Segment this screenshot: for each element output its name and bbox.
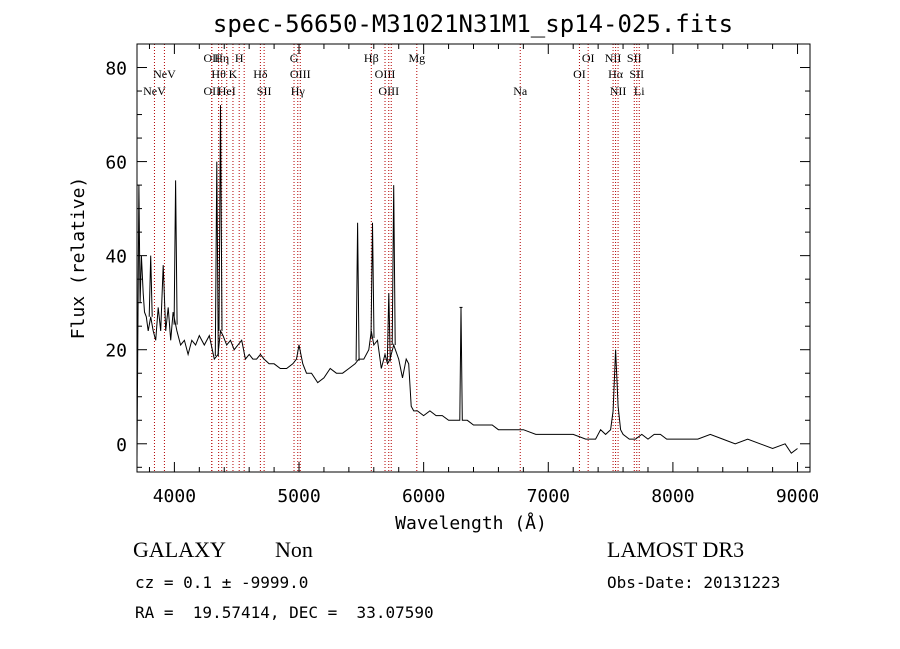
emission-spike-0 (148, 255, 153, 317)
x-tick-label-7000: 7000 (527, 486, 570, 507)
line-label-24: Hα (608, 67, 624, 81)
emission-spike-1 (173, 180, 178, 325)
spectrum-series (136, 105, 798, 458)
line-label-27: SII (629, 67, 644, 81)
object-class: GALAXY (133, 537, 226, 562)
observation-date: Obs-Date: 20131223 (607, 573, 781, 592)
line-label-19: Mg (408, 51, 425, 65)
line-label-14: OIII (290, 67, 311, 81)
line-label-21: OI (573, 67, 586, 81)
x-tick-label-4000: 4000 (153, 486, 196, 507)
survey-release: LAMOST DR3 (607, 537, 745, 562)
line-label-15: Hβ (364, 51, 379, 65)
x-tick-label-8000: 8000 (651, 486, 694, 507)
object-subclass: Non (275, 537, 313, 562)
line-label-16: OIII (375, 67, 396, 81)
y-axis-label: Flux (relative) (68, 177, 89, 340)
plot-frame (136, 43, 811, 473)
line-label-25: NII (610, 84, 627, 98)
emission-spike-3 (218, 105, 223, 331)
y-tick-label-80: 80 (105, 59, 127, 80)
emission-spike-5 (370, 222, 375, 339)
emission-spike-7 (391, 185, 396, 346)
line-label-12: G (290, 51, 299, 65)
line-label-20: Na (513, 84, 528, 98)
line-label-4: Hθ (211, 67, 226, 81)
line-label-10: Hδ (253, 67, 268, 81)
line-label-7: K (229, 67, 238, 81)
line-label-23: NII (605, 51, 622, 65)
emission-spike-6 (386, 293, 391, 362)
line-label-26: SII (627, 51, 642, 65)
coordinates-readout: RA = 19.57414, DEC = 33.07590 (135, 603, 434, 622)
x-axis: 4000 5000 6000 7000 8000 9000 (148, 44, 819, 507)
line-label-13: Hγ (291, 84, 306, 98)
x-tick-label-5000: 5000 (277, 486, 320, 507)
redshift-readout: cz = 0.1 ± -9999.0 (135, 573, 309, 592)
x-tick-label-9000: 9000 (776, 486, 819, 507)
line-label-8: H (235, 51, 244, 65)
line-label-5: Hη (214, 51, 229, 65)
line-label-22: OI (582, 51, 595, 65)
line-label-3: OII (203, 84, 220, 98)
emission-line-markers: NeV NeV OII OII Hθ Hη HeI KH Hδ SII G Hγ OIII Hβ OIII O… (143, 44, 645, 472)
chart-title: spec-56650-M31021N31M1_sp14-025.fits (213, 10, 733, 38)
y-tick-label-20: 20 (105, 341, 127, 362)
spectrum-line-0 (136, 185, 798, 458)
y-tick-label-40: 40 (105, 247, 127, 268)
line-label-28: Li (634, 84, 645, 98)
line-label-17: OIII (378, 84, 399, 98)
x-tick-label-6000: 6000 (402, 486, 445, 507)
y-tick-label-60: 60 (105, 153, 127, 174)
line-label-0: NeV (143, 84, 166, 98)
y-axis: 0 20 40 60 80 (105, 43, 810, 468)
emission-spike-2 (214, 161, 219, 357)
y-tick-label-0: 0 (116, 435, 127, 456)
line-label-1: NeV (153, 67, 176, 81)
line-label-11: SII (257, 84, 272, 98)
line-label-2: OII (203, 51, 220, 65)
x-axis-label: Wavelength (Å) (395, 512, 547, 534)
emission-spike-4 (355, 222, 360, 361)
line-label-6: HeI (218, 84, 236, 98)
